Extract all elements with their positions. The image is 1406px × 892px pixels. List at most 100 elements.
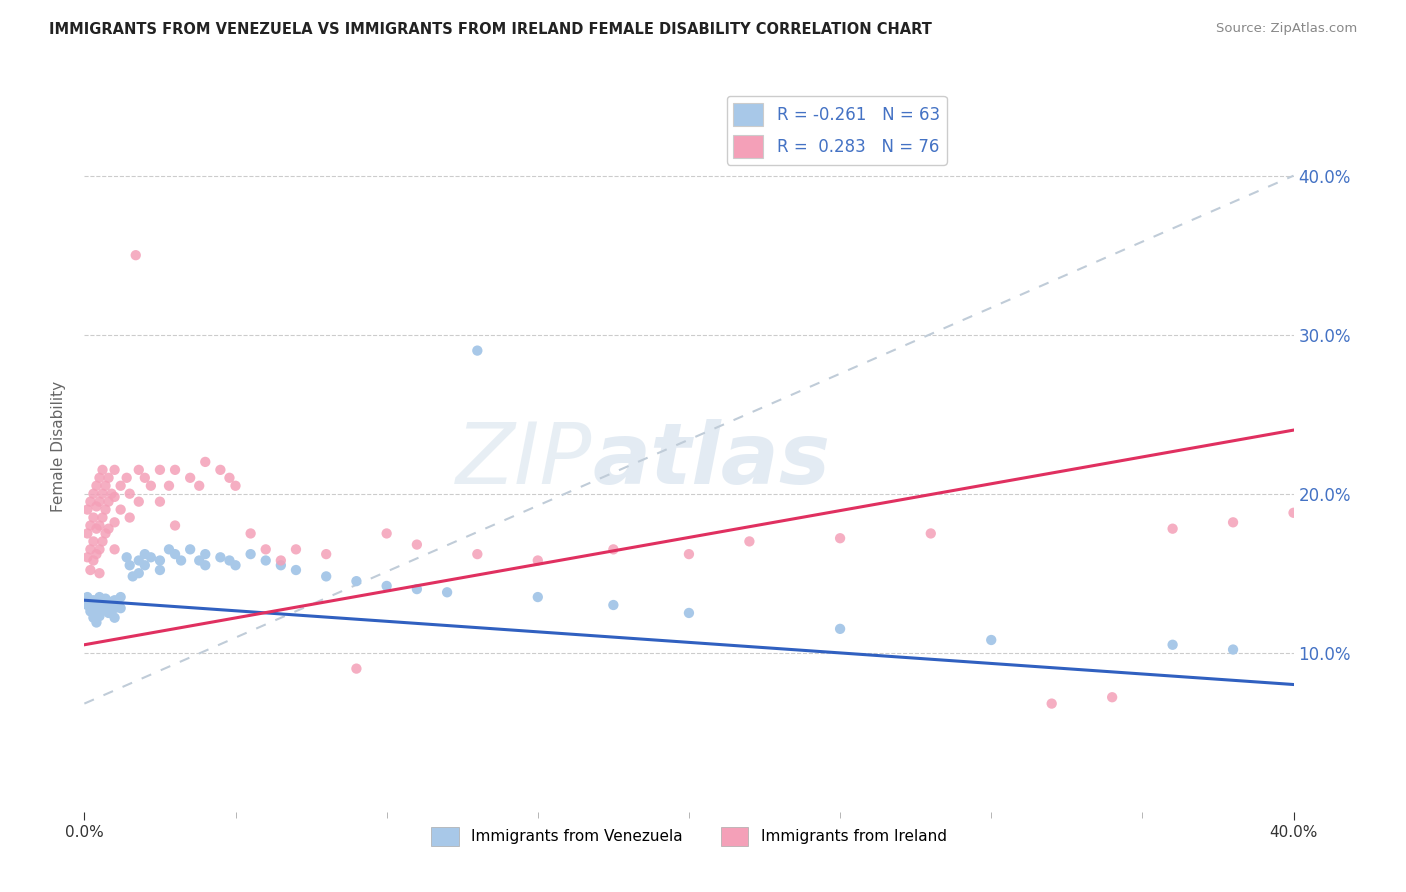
Point (104, 516, 127, 530)
Point (104, 490, 127, 504)
Point (104, 601, 127, 615)
Point (79, 604, 101, 618)
Point (82, 510, 104, 524)
Point (527, 590, 550, 604)
Point (104, 611, 127, 625)
Point (76, 502, 98, 516)
Point (134, 471, 156, 485)
Point (91, 534, 114, 549)
Point (89, 542, 111, 557)
Point (94, 526, 117, 541)
Point (254, 542, 277, 557)
Point (82, 486, 104, 500)
Point (1282, 506, 1305, 520)
Point (980, 632, 1002, 647)
Y-axis label: Female Disability: Female Disability (51, 380, 66, 512)
Point (170, 553, 193, 567)
Point (209, 463, 232, 477)
Point (79, 563, 101, 577)
Point (125, 248, 148, 262)
Point (76, 598, 98, 612)
Point (270, 558, 292, 573)
Point (139, 550, 162, 565)
Point (86, 615, 108, 630)
Point (157, 479, 180, 493)
Point (86, 479, 108, 493)
Point (139, 479, 162, 493)
Point (118, 558, 141, 573)
Point (89, 609, 111, 624)
Point (97, 522, 120, 536)
Point (1161, 522, 1184, 536)
Point (82, 534, 104, 549)
Point (346, 574, 368, 589)
Point (97, 494, 120, 508)
Point (79, 595, 101, 609)
Point (86, 500, 108, 514)
Point (149, 463, 172, 477)
Point (436, 585, 458, 599)
Point (406, 582, 429, 596)
Point (346, 662, 368, 676)
Point (91, 510, 114, 524)
Point (79, 494, 101, 508)
Point (121, 569, 143, 583)
Legend: Immigrants from Venezuela, Immigrants from Ireland: Immigrants from Venezuela, Immigrants fr… (425, 821, 953, 852)
Point (467, 547, 489, 561)
Point (94, 591, 117, 606)
Point (128, 494, 150, 508)
Point (82, 603, 104, 617)
Text: Source: ZipAtlas.com: Source: ZipAtlas.com (1216, 22, 1357, 36)
Point (165, 547, 187, 561)
Point (91, 595, 114, 609)
Point (149, 553, 172, 567)
Point (225, 479, 247, 493)
Point (375, 579, 398, 593)
Point (1040, 697, 1063, 711)
Point (79, 601, 101, 615)
Point (115, 550, 138, 565)
Text: ZIP: ZIP (456, 419, 592, 502)
Point (188, 479, 211, 493)
Point (157, 542, 180, 557)
Point (1222, 642, 1244, 657)
Point (134, 558, 156, 573)
Point (678, 606, 700, 620)
Point (76, 550, 98, 565)
Point (285, 542, 308, 557)
Point (194, 455, 217, 469)
Text: atlas: atlas (592, 419, 831, 502)
Point (602, 598, 624, 612)
Point (115, 471, 138, 485)
Point (110, 590, 132, 604)
Point (218, 471, 240, 485)
Point (86, 522, 108, 536)
Point (920, 526, 942, 541)
Point (527, 553, 550, 567)
Point (86, 547, 108, 561)
Point (94, 601, 117, 615)
Point (110, 601, 132, 615)
Point (218, 553, 240, 567)
Point (194, 547, 217, 561)
Point (82, 611, 104, 625)
Point (239, 547, 262, 561)
Point (315, 569, 337, 583)
Point (406, 538, 429, 552)
Point (97, 471, 120, 485)
Point (225, 558, 247, 573)
Point (830, 622, 852, 636)
Point (79, 518, 101, 533)
Point (89, 590, 111, 604)
Point (165, 518, 187, 533)
Point (1161, 638, 1184, 652)
Point (209, 550, 232, 565)
Point (315, 547, 337, 561)
Point (89, 601, 111, 615)
Point (467, 343, 489, 358)
Point (89, 471, 111, 485)
Point (91, 603, 114, 617)
Point (100, 486, 122, 500)
Point (118, 510, 141, 524)
Text: IMMIGRANTS FROM VENEZUELA VS IMMIGRANTS FROM IRELAND FEMALE DISABILITY CORRELATI: IMMIGRANTS FROM VENEZUELA VS IMMIGRANTS … (49, 22, 932, 37)
